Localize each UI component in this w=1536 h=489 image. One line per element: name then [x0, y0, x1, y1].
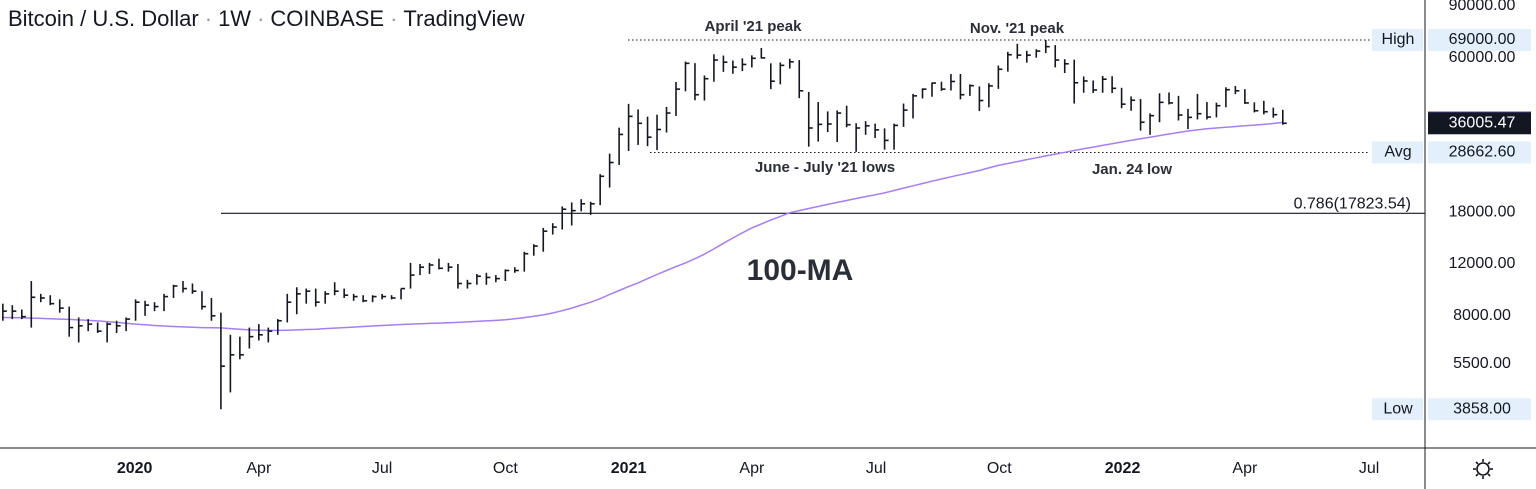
tag-name: Avg	[1384, 144, 1411, 161]
tag-value: 3858.00	[1453, 400, 1511, 417]
tag-value-box	[1428, 28, 1531, 51]
x-tick-label: Apr	[739, 460, 765, 477]
x-tick-label: 2021	[611, 460, 647, 477]
tag-name: Low	[1383, 400, 1413, 417]
price-tag: 36005.47	[1449, 114, 1516, 131]
chart-title: Bitcoin / U.S. Dollar · 1W · COINBASE · Tradin…	[8, 6, 525, 31]
x-tick-label: 2020	[117, 460, 153, 477]
title-separator: ·	[205, 6, 212, 31]
annotation: Nov. '21 peak	[970, 20, 1065, 37]
tag-value: 69000.00	[1449, 31, 1516, 48]
tag-value-box	[1428, 398, 1531, 421]
annotation: Jan. 24 low	[1092, 161, 1172, 178]
y-tick-label: 18000.00	[1449, 203, 1516, 220]
fib-label: 0.786(17823.54)	[1294, 196, 1411, 213]
y-tick-label: 60000.00	[1449, 49, 1516, 66]
y-tick-label: 8000.00	[1453, 307, 1511, 324]
tag-value-box	[1428, 141, 1531, 164]
y-tick-label: 90000.00	[1449, 0, 1516, 14]
x-tick-label: Jul	[866, 460, 886, 477]
tag-name: High	[1382, 31, 1415, 48]
title-separator: ·	[390, 6, 397, 31]
tag-name-box	[1372, 141, 1423, 164]
x-tick-label: Oct	[493, 460, 518, 477]
tag-name-box	[1372, 398, 1423, 421]
title-part: COINBASE	[270, 6, 384, 31]
price-tag-box	[1428, 112, 1531, 135]
tag-value: 28662.60	[1449, 144, 1516, 161]
x-tick-label: Apr	[246, 460, 272, 477]
annotation: June - July '21 lows	[755, 159, 895, 176]
title-part: Bitcoin / U.S. Dollar	[8, 6, 199, 31]
title-part: 1W	[218, 6, 251, 31]
moving-average	[2, 121, 1283, 332]
x-tick-label: Jul	[1359, 460, 1379, 477]
x-tick-label: Apr	[1232, 460, 1258, 477]
tag-name-box	[1372, 28, 1423, 51]
ma-label: 100-MA	[747, 254, 854, 287]
x-tick-label: Jul	[372, 460, 392, 477]
title-separator: ·	[257, 6, 264, 31]
annotation: April '21 peak	[705, 18, 803, 35]
y-tick-label: 5500.00	[1453, 355, 1511, 372]
title-part: TradingView	[403, 6, 524, 31]
settings-icon[interactable]	[1473, 459, 1493, 479]
x-tick-label: 2022	[1105, 460, 1141, 477]
x-tick-label: Oct	[987, 460, 1012, 477]
y-tick-label: 12000.00	[1449, 255, 1516, 272]
plot	[2, 39, 1425, 410]
